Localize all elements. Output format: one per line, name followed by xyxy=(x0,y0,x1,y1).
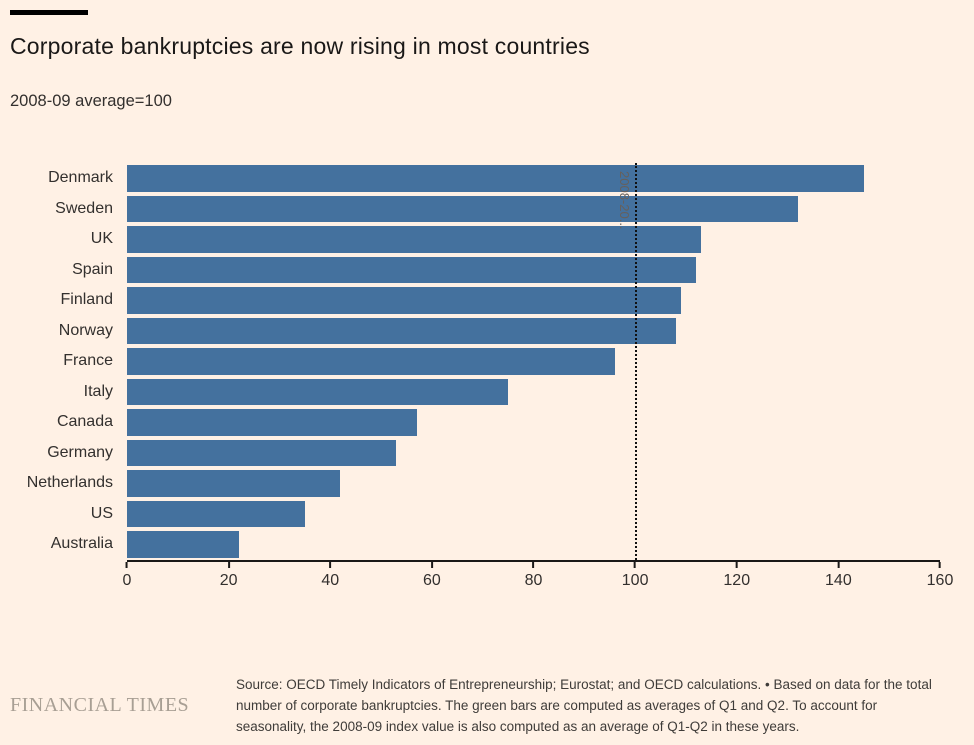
tick-label: 120 xyxy=(723,571,751,589)
tick-mark xyxy=(938,561,941,568)
y-axis-label: Canada xyxy=(56,413,113,431)
bar-row: Norway xyxy=(0,316,974,347)
bar xyxy=(127,256,697,283)
bar xyxy=(127,226,702,253)
x-axis-tick: 40 xyxy=(321,561,340,590)
bar xyxy=(127,378,509,405)
reference-line: 2008-20... xyxy=(617,163,638,560)
bar xyxy=(127,439,397,466)
y-axis-label: Spain xyxy=(72,260,113,278)
tick-label: 0 xyxy=(122,571,132,589)
bar-row: Denmark xyxy=(0,163,974,194)
bar-track xyxy=(127,439,940,466)
tick-mark xyxy=(126,561,128,568)
bar-row: Italy xyxy=(0,377,974,408)
tick-mark xyxy=(634,561,637,568)
bar-track xyxy=(127,256,940,283)
y-axis-label: Italy xyxy=(83,382,113,400)
tick-mark xyxy=(430,561,433,568)
y-axis-label: Finland xyxy=(60,291,113,309)
bar-row: UK xyxy=(0,224,974,255)
y-axis-label: Sweden xyxy=(55,199,113,217)
bar-track xyxy=(127,348,940,375)
bar xyxy=(127,165,864,192)
x-axis: 0 20 40 60 80 100 120 140 160 xyxy=(123,559,953,594)
bar-track xyxy=(127,470,940,497)
bar-chart: Denmark Sweden UK Spain Finland Norway France I… xyxy=(0,163,974,560)
y-axis-label: Norway xyxy=(58,321,113,339)
tick-label: 140 xyxy=(825,571,852,589)
tick-mark xyxy=(532,561,535,568)
bar-track xyxy=(127,317,940,344)
bar-row: Sweden xyxy=(0,194,974,225)
bar xyxy=(127,470,341,497)
x-axis-tick: 20 xyxy=(219,561,238,590)
tick-mark xyxy=(329,561,332,568)
tick-mark xyxy=(735,561,738,568)
bar xyxy=(127,409,417,436)
reference-line-label: 2008-20... xyxy=(617,171,633,230)
bar xyxy=(127,195,798,222)
bar-track xyxy=(127,500,940,527)
bar xyxy=(127,531,239,558)
y-axis-label: Denmark xyxy=(48,169,113,187)
tick-label: 60 xyxy=(422,571,441,589)
x-axis-tick: 160 xyxy=(926,561,954,590)
source-note: Source: OECD Timely Indicators of Entrep… xyxy=(236,676,932,734)
x-axis-tick: 100 xyxy=(621,561,649,590)
tick-label: 80 xyxy=(524,571,543,589)
bar-track xyxy=(127,378,940,405)
bar-track xyxy=(127,165,940,192)
bar xyxy=(127,317,676,344)
x-axis-tick: 80 xyxy=(524,561,543,590)
bar-row: Finland xyxy=(0,285,974,316)
bar-row: France xyxy=(0,346,974,377)
top-rule xyxy=(10,10,88,15)
bar-row: Spain xyxy=(0,255,974,286)
x-axis-tick: 120 xyxy=(723,561,751,590)
bar-track xyxy=(127,287,940,314)
y-axis-label: France xyxy=(63,352,113,370)
tick-label: 100 xyxy=(621,571,649,589)
x-axis-tick: 0 xyxy=(122,561,132,590)
bar-track xyxy=(127,531,940,558)
page-title: Corporate bankruptcies are now rising in… xyxy=(10,33,590,59)
y-axis-label: Netherlands xyxy=(26,474,113,492)
bar-track xyxy=(127,195,940,222)
bar xyxy=(127,287,681,314)
bar-row: Germany xyxy=(0,438,974,469)
y-axis-label: Australia xyxy=(50,535,113,553)
bar-row: US xyxy=(0,499,974,530)
tick-label: 160 xyxy=(926,571,954,589)
x-axis-tick: 140 xyxy=(825,561,852,590)
bar xyxy=(127,500,305,527)
y-axis-label: UK xyxy=(90,230,113,248)
chart-subtitle: 2008-09 average=100 xyxy=(10,92,172,110)
bar-rows: Denmark Sweden UK Spain Finland Norway France I… xyxy=(0,163,974,560)
tick-mark xyxy=(837,561,840,568)
y-axis-label: US xyxy=(90,504,113,522)
tick-label: 20 xyxy=(219,571,238,589)
bar xyxy=(127,348,615,375)
y-axis-label: Germany xyxy=(47,443,113,461)
tick-mark xyxy=(227,561,230,568)
bar-row: Netherlands xyxy=(0,468,974,499)
bar-row: Canada xyxy=(0,407,974,438)
bar-track xyxy=(127,409,940,436)
bar-track xyxy=(127,226,940,253)
x-axis-tick: 60 xyxy=(422,561,441,590)
bar-row: Australia xyxy=(0,529,974,560)
footer: FINANCIAL TIMES Source: OECD Timely Indi… xyxy=(10,674,948,737)
tick-label: 40 xyxy=(321,571,340,589)
financial-times-logo: FINANCIAL TIMES xyxy=(10,693,190,716)
